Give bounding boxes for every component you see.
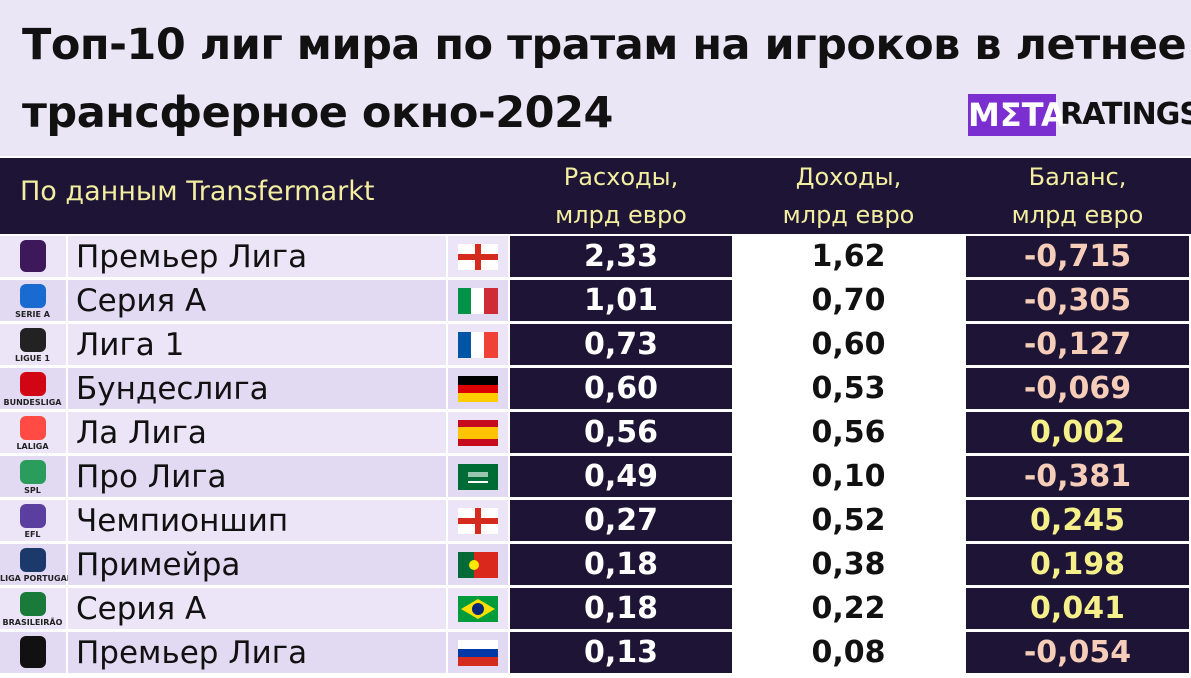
league-logo: [20, 284, 46, 308]
balance: -0,069: [966, 368, 1189, 409]
league-name: Чемпионшип: [68, 500, 446, 541]
flag: [458, 243, 498, 270]
spend: 0,13: [510, 632, 732, 673]
league-name: Про Лига: [68, 456, 446, 497]
flag-cell: [448, 588, 508, 629]
league-logo: [20, 636, 46, 668]
league-logo: [20, 372, 46, 396]
income: 0,22: [733, 588, 964, 629]
income: 0,10: [733, 456, 964, 497]
source: По данным Transfermarkt: [20, 176, 375, 207]
league-name: Премьер Лига: [68, 236, 446, 277]
league-logo: [20, 592, 46, 616]
spend: 2,33: [510, 236, 732, 277]
spend: 0,60: [510, 368, 732, 409]
logo-text: BUNDESLIGA: [3, 398, 62, 407]
league-logo: [20, 460, 46, 484]
logo-text: SPL: [24, 486, 41, 495]
flag: [458, 551, 498, 578]
column-header: Расходы, млрд евро: [555, 163, 687, 229]
flag: [458, 595, 498, 622]
flag: [458, 375, 498, 402]
spend: 0,18: [510, 588, 732, 629]
spend: 0,18: [510, 544, 732, 585]
spend: 1,01: [510, 280, 732, 321]
income: 0,52: [733, 500, 964, 541]
balance: -0,715: [966, 236, 1189, 277]
league-name: Лига 1: [68, 324, 446, 365]
balance: 0,198: [966, 544, 1189, 585]
league-name: Бундеслига: [68, 368, 446, 409]
flag: [458, 507, 498, 534]
flag: [458, 331, 498, 358]
income: 0,56: [733, 412, 964, 453]
logo-text: SERIE A: [15, 310, 50, 319]
logo-text: EFL: [24, 530, 41, 539]
flag-cell: [448, 280, 508, 321]
balance: 0,002: [966, 412, 1189, 453]
balance: -0,305: [966, 280, 1189, 321]
income: 1,62: [733, 236, 964, 277]
league-logo: [20, 504, 46, 528]
header-row: [0, 158, 1191, 234]
league-name: Премьер Лига: [68, 632, 446, 673]
flag-cell: [448, 236, 508, 277]
spend: 0,56: [510, 412, 732, 453]
flag-cell: [448, 412, 508, 453]
logo-right: RATINGS: [1060, 97, 1191, 132]
income: 0,70: [733, 280, 964, 321]
league-logo: [20, 416, 46, 440]
league-logo: [20, 240, 46, 272]
flag: [458, 287, 498, 314]
spend: 0,73: [510, 324, 732, 365]
spend: 0,27: [510, 500, 732, 541]
league-name: Примейра: [68, 544, 446, 585]
logo-text: BRASILEIRÃO: [2, 618, 63, 627]
balance: -0,054: [966, 632, 1189, 673]
league-name: Ла Лига: [68, 412, 446, 453]
league-name: Серия А: [68, 280, 446, 321]
logo-text: LALIGA: [16, 442, 49, 451]
spend: 0,49: [510, 456, 732, 497]
balance: 0,245: [966, 500, 1189, 541]
income: 0,38: [733, 544, 964, 585]
logo-text: LIGUE 1: [15, 354, 50, 363]
title-line: Топ-10 лиг мира по тратам на игроков в л…: [22, 20, 1187, 70]
flag-cell: [448, 544, 508, 585]
flag-cell: [448, 456, 508, 497]
flag-cell: [448, 324, 508, 365]
league-name: Серия А: [68, 588, 446, 629]
balance: -0,127: [966, 324, 1189, 365]
flag-cell: [448, 632, 508, 673]
flag-cell: [448, 500, 508, 541]
flag-cell: [448, 368, 508, 409]
flag: [458, 463, 498, 490]
logo-left: MΣTA: [968, 94, 1066, 136]
income: 0,08: [733, 632, 964, 673]
column-header: Баланс, млрд евро: [1011, 163, 1144, 229]
league-logo: [20, 548, 46, 572]
title-line: трансферное окно-2024: [22, 88, 613, 138]
income: 0,60: [733, 324, 964, 365]
column-header: Доходы, млрд евро: [782, 163, 915, 229]
income: 0,53: [733, 368, 964, 409]
league-logo: [20, 328, 46, 352]
logo-text: LIGA PORTUGAL: [0, 574, 72, 583]
flag: [458, 419, 498, 446]
balance: 0,041: [966, 588, 1189, 629]
balance: -0,381: [966, 456, 1189, 497]
flag: [458, 639, 498, 666]
